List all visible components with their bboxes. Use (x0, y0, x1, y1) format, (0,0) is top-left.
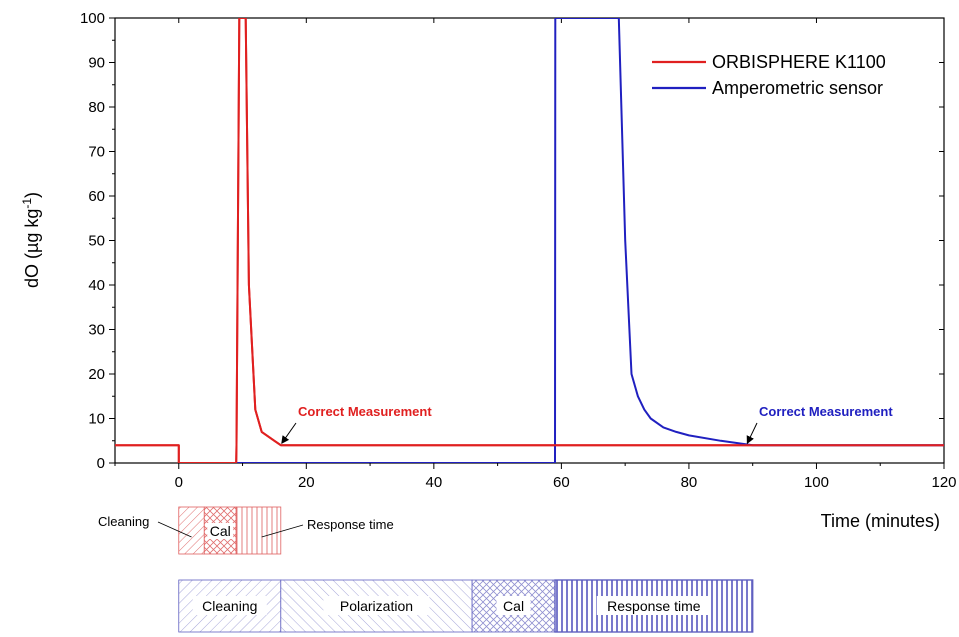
x-tick-label: 60 (553, 474, 570, 491)
orbisphere-phase-0 (178, 506, 205, 555)
y-tick-label: 90 (88, 55, 105, 72)
annotation-label-orbisphere: Correct Measurement (298, 404, 432, 419)
series (115, 18, 944, 463)
y-tick-label: 20 (88, 366, 105, 383)
phase-bars: Cal Cleaning Response time Cleaning Polariza… (98, 506, 754, 633)
amperometric-phase-label-bg-0 (192, 596, 267, 615)
x-axis-title: Time (minutes) (821, 511, 940, 531)
amperometric-phase-label-2: Cal (503, 598, 524, 614)
orbisphere-callout-cleaning: Cleaning (98, 514, 149, 529)
y-tick-label: 10 (88, 411, 105, 428)
legend-label-1: Amperometric sensor (712, 78, 883, 98)
amperometric-phase-label-bg-3 (596, 596, 711, 615)
annotation-arrow-orbisphere (281, 422, 297, 445)
orbisphere-callout-response-line (261, 524, 304, 538)
y-tick-label: 80 (88, 99, 105, 116)
amperometric-phase-label-bg-2 (496, 596, 531, 615)
y-tick-label: 30 (88, 322, 105, 339)
y-tick-label: 50 (88, 233, 105, 250)
x-tick-label: 120 (931, 474, 956, 491)
x-tick-label: 100 (804, 474, 829, 491)
annotation-arrow-amperometric (746, 422, 758, 445)
orbisphere-phase-2 (235, 506, 282, 555)
y-tick-label: 70 (88, 144, 105, 161)
y-axis-title: dO (µg kg-1) (20, 192, 42, 288)
amperometric-phase-label-0: Cleaning (202, 598, 257, 614)
x-tick-label: 80 (681, 474, 698, 491)
y-tick-label: 40 (88, 277, 105, 294)
orbisphere-callout-response: Response time (307, 517, 394, 532)
series-line-0-top (115, 18, 944, 463)
x-tick-label: 0 (175, 474, 183, 491)
orbisphere-phase-label-bg-1 (207, 523, 234, 539)
x-tick-label: 40 (426, 474, 443, 491)
y-tick-label: 100 (80, 10, 105, 27)
y-axis-title-sup: -1 (20, 198, 34, 209)
legend: ORBISPHERE K1100 Amperometric sensor (652, 52, 886, 98)
legend-label-0: ORBISPHERE K1100 (712, 52, 886, 72)
annotations: Correct Measurement Correct Measurement (281, 404, 893, 445)
amperometric-phase-label-bg-1 (323, 596, 430, 615)
annotation-label-amperometric: Correct Measurement (759, 404, 893, 419)
y-axis-title-main: dO (µg kg (22, 209, 42, 288)
orbisphere-callout-cleaning-line (157, 521, 192, 538)
y-axis-title-close: ) (22, 192, 42, 198)
x-tick-label: 20 (298, 474, 315, 491)
y-tick-label: 0 (97, 455, 105, 472)
amperometric-phase-label-1: Polarization (340, 598, 413, 614)
orbisphere-phase-label-1: Cal (210, 523, 231, 539)
series-line-1 (178, 18, 944, 463)
y-tick-label: 60 (88, 188, 105, 205)
amperometric-phase-label-3: Response time (607, 598, 701, 614)
